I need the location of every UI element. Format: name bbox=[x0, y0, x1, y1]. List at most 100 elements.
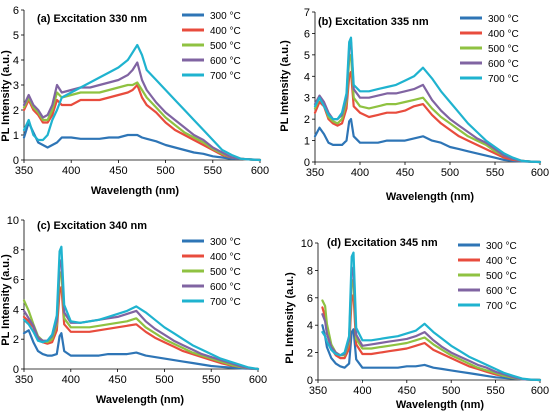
panel-b-legend-label: 400 °C bbox=[488, 29, 519, 40]
panel-b-y-tick-label: 6 bbox=[304, 28, 310, 40]
panel-a-x-tick-label: 500 bbox=[156, 165, 174, 177]
panel-d-x-axis-label: Wavelength (nm) bbox=[396, 399, 485, 411]
panel-a-y-tick-label: 6 bbox=[13, 5, 19, 17]
panel-a-x-tick-label: 450 bbox=[109, 165, 127, 177]
panel-a-series-line bbox=[22, 43, 262, 162]
panel-b-x-tick-label: 400 bbox=[351, 167, 369, 179]
panel-d-y-axis-label: PL Intensity (a.u.) bbox=[284, 272, 296, 364]
panel-a-x-tick-label: 600 bbox=[251, 165, 269, 177]
panel-b-x-axis-label: Wavelength (nm) bbox=[386, 191, 475, 203]
panel-b-y-tick-label: 0 bbox=[304, 157, 310, 169]
panel-c-series-line bbox=[22, 329, 260, 371]
panel-c-legend-label: 500 °C bbox=[210, 267, 241, 278]
panel-a-legend-label: 600 °C bbox=[210, 56, 241, 67]
panel-b-y-tick-label: 7 bbox=[304, 7, 310, 19]
panel-c-x-tick-label: 450 bbox=[108, 374, 126, 386]
panel-b: (b) Excitation 335 nm Wavelength (nm) PL… bbox=[279, 7, 549, 203]
panel-b-y-tick-label: 5 bbox=[304, 50, 310, 62]
panel-d-legend-label: 400 °C bbox=[486, 256, 517, 267]
panel-d-legend-label: 600 °C bbox=[486, 286, 517, 297]
panel-c-legend-label: 400 °C bbox=[210, 252, 241, 263]
panel-d-legend-label: 700 °C bbox=[486, 301, 517, 312]
panel-b-x-tick-label: 450 bbox=[396, 167, 414, 179]
panel-d-y-tick-label: 8 bbox=[307, 265, 313, 277]
panel-c-x-tick-label: 500 bbox=[155, 374, 173, 386]
panel-d-legend-label: 500 °C bbox=[486, 271, 517, 282]
panel-b-series-line bbox=[313, 53, 542, 164]
panel-c-x-tick-label: 600 bbox=[249, 374, 267, 386]
panel-b-x-tick-label: 500 bbox=[441, 167, 459, 179]
panel-b-y-axis-label: PL Intensity (a.u.) bbox=[279, 40, 291, 132]
panel-a-title: (a) Excitation 330 nm bbox=[37, 13, 147, 25]
panel-c-x-tick-label: 400 bbox=[62, 374, 80, 386]
panel-b-legend-label: 500 °C bbox=[488, 44, 519, 55]
panel-c-y-axis-label: PL Intensity (a.u.) bbox=[0, 254, 12, 346]
panel-c-y-tick-label: 2 bbox=[13, 334, 19, 346]
panel-b-y-tick-label: 4 bbox=[304, 71, 310, 83]
panel-d-series-line bbox=[321, 294, 542, 382]
panel-d-y-tick-label: 0 bbox=[307, 375, 313, 387]
panel-c-x-tick-label: 550 bbox=[202, 374, 220, 386]
panel-b-y-tick-label: 3 bbox=[304, 93, 310, 105]
panel-c-y-tick-label: 10 bbox=[7, 215, 19, 227]
panel-d-title: (d) Excitation 345 nm bbox=[327, 237, 438, 249]
panel-c-y-tick-label: 4 bbox=[13, 304, 19, 316]
panel-a-y-tick-label: 2 bbox=[13, 105, 19, 117]
panel-b-legend-label: 700 °C bbox=[488, 74, 519, 85]
panel-d-y-tick-label: 4 bbox=[307, 320, 313, 332]
panel-d-x-tick-label: 350 bbox=[309, 385, 327, 397]
panel-d-y-tick-label: 10 bbox=[301, 238, 313, 250]
panel-a-series-line bbox=[22, 83, 262, 162]
panel-b-series-line bbox=[313, 70, 542, 164]
panel-d-y-tick-label: 2 bbox=[307, 348, 313, 360]
panel-a-series-line bbox=[22, 121, 262, 162]
panel-d-x-tick-label: 550 bbox=[486, 385, 504, 397]
panel-c-x-tick-label: 350 bbox=[15, 374, 33, 386]
panel-c-y-tick-label: 8 bbox=[13, 245, 19, 257]
panel-c-legend-label: 700 °C bbox=[210, 297, 241, 308]
panel-b-series-line bbox=[313, 36, 542, 164]
panel-b-y-tick-label: 2 bbox=[304, 114, 310, 126]
panel-c-y-tick-label: 0 bbox=[13, 364, 19, 376]
panel-a-y-tick-label: 1 bbox=[13, 130, 19, 142]
panel-c-series-line bbox=[22, 271, 260, 371]
panel-c-y-tick-label: 6 bbox=[13, 275, 19, 287]
panel-a-x-tick-label: 350 bbox=[15, 165, 33, 177]
panel-c-title: (c) Excitation 340 nm bbox=[37, 220, 147, 232]
panel-b-title: (b) Excitation 335 nm bbox=[318, 16, 429, 28]
panel-a-series-line bbox=[22, 81, 262, 162]
panel-a-y-tick-label: 5 bbox=[13, 30, 19, 42]
panel-a-y-tick-label: 3 bbox=[13, 80, 19, 92]
panel-d-series-line bbox=[321, 324, 542, 382]
panel-c-series-line bbox=[22, 286, 260, 371]
panel-a-legend-label: 400 °C bbox=[210, 26, 241, 37]
panel-b-series-line bbox=[313, 117, 542, 164]
panel-c-x-axis-label: Wavelength (nm) bbox=[96, 394, 185, 406]
panel-a: (a) Excitation 330 nm Wavelength (nm) PL… bbox=[0, 5, 269, 197]
panel-d-y-tick-label: 6 bbox=[307, 293, 313, 305]
panel-c: (c) Excitation 340 nm Wavelength (nm) PL… bbox=[0, 215, 267, 406]
panel-a-legend-label: 500 °C bbox=[210, 41, 241, 52]
panel-d-x-tick-label: 450 bbox=[398, 385, 416, 397]
panel-a-y-tick-label: 4 bbox=[13, 55, 19, 67]
panel-b-y-tick-label: 1 bbox=[304, 136, 310, 148]
panel-a-legend-label: 700 °C bbox=[210, 71, 241, 82]
panel-d-legend-label: 300 °C bbox=[486, 241, 517, 252]
panel-c-series-line bbox=[22, 245, 260, 371]
panel-b-x-tick-label: 550 bbox=[486, 167, 504, 179]
panel-b-x-tick-label: 600 bbox=[531, 167, 549, 179]
panel-a-y-axis-label: PL Intensity (a.u.) bbox=[0, 50, 12, 142]
panel-a-y-tick-label: 0 bbox=[13, 155, 19, 167]
panel-d-x-tick-label: 600 bbox=[531, 385, 549, 397]
panel-a-x-tick-label: 400 bbox=[62, 165, 80, 177]
panel-b-legend-label: 600 °C bbox=[488, 59, 519, 70]
panel-b-x-tick-label: 350 bbox=[306, 167, 324, 179]
panel-d-series-line bbox=[321, 251, 542, 382]
panel-a-legend-label: 300 °C bbox=[210, 11, 241, 22]
panel-d: (d) Excitation 345 nm Wavelength (nm) PL… bbox=[284, 237, 549, 411]
panel-a-x-tick-label: 550 bbox=[204, 165, 222, 177]
panel-d-x-tick-label: 500 bbox=[442, 385, 460, 397]
panel-a-series-line bbox=[22, 61, 262, 162]
panel-b-legend-label: 300 °C bbox=[488, 14, 519, 25]
